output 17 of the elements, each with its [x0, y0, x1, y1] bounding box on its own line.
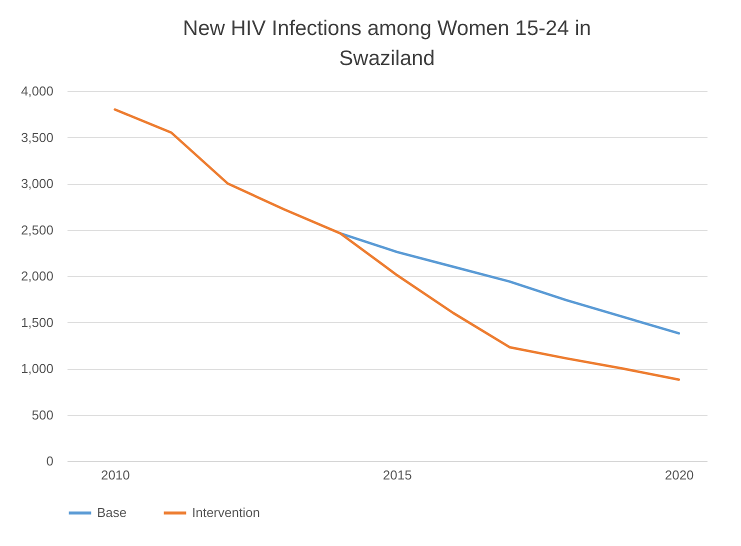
legend-label: Base	[97, 505, 127, 520]
x-tick-label: 2010	[100, 468, 130, 482]
y-tick-label: 2,000	[20, 268, 54, 284]
y-tick-label: 0	[46, 454, 54, 468]
x-tick-label: 2020	[664, 468, 694, 482]
legend-label: Intervention	[192, 505, 260, 520]
x-tick-label: 2015	[382, 468, 412, 482]
line-series	[114, 108, 680, 381]
y-tick-label: 2,500	[20, 222, 54, 238]
chart-title: New HIV Infections among Women 15-24 in Swaziland	[182, 17, 592, 70]
y-tick-label: 3,000	[20, 176, 54, 191]
y-tick-label: 3,500	[20, 130, 54, 145]
y-tick-label: 1,500	[20, 314, 54, 330]
y-tick-label: 1,000	[20, 361, 54, 376]
y-tick-label: 500	[32, 407, 54, 422]
y-tick-label: 4,000	[20, 84, 54, 98]
line-series	[339, 232, 680, 335]
